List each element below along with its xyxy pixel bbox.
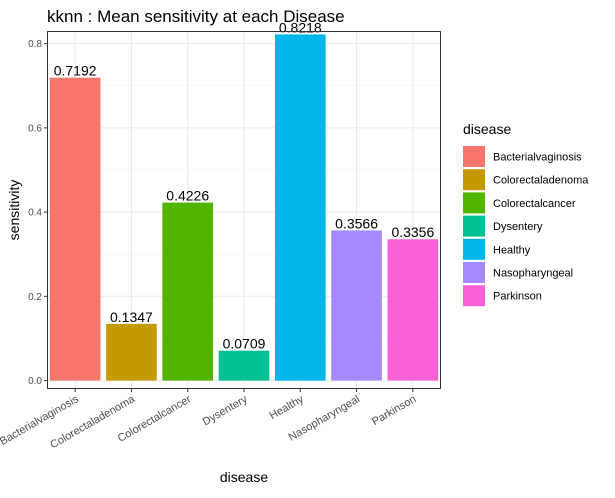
legend-label: Colorectalcancer: [493, 198, 576, 210]
legend-label: Bacterialvaginosis: [493, 152, 582, 164]
legend-swatch: [463, 285, 485, 307]
legend-label: Parkinson: [493, 291, 542, 303]
bar: [106, 323, 157, 381]
legend-label: Colorectaladenoma: [493, 175, 589, 187]
legend-label: Healthy: [493, 244, 531, 256]
legend-label: Nasopharyngeal: [493, 268, 573, 280]
legend-title: disease: [463, 121, 511, 137]
legend-swatch: [463, 169, 485, 191]
bar-value-label: 0.1347: [110, 309, 153, 325]
bar-value-label: 0.4226: [166, 188, 209, 204]
bar: [274, 34, 326, 381]
y-tick-label: 0.8: [28, 39, 42, 50]
bar: [331, 230, 382, 381]
chart-title: kknn : Mean sensitivity at each Disease: [47, 7, 345, 26]
legend-items: Bacterialvaginosis Colorectaladenoma Color…: [463, 146, 589, 307]
legend-swatch: [463, 146, 485, 167]
bar-value-label: 0.7192: [54, 63, 97, 79]
legend: disease Bacterialvaginosis Colorectaladen…: [463, 121, 589, 307]
bar: [218, 350, 270, 381]
legend-swatch: [463, 262, 485, 283]
plot-panel: 0.7192 0.1347 0.4226 0.0709 0.8218 0.3566 0.33…: [47, 19, 441, 389]
bar: [387, 239, 439, 381]
legend-swatch: [463, 192, 485, 214]
bar-value-label: 0.8218: [279, 19, 322, 35]
y-tick-label: 0.4: [28, 208, 42, 219]
plot-panel-border: [47, 31, 441, 389]
bar-value-label: 0.3356: [391, 224, 434, 240]
y-axis-title: sensitivity: [6, 180, 22, 241]
bar-value-label: 0.0709: [223, 336, 266, 352]
legend-swatch: [463, 238, 485, 260]
y-tick-label: 0.6: [28, 123, 42, 134]
bar: [49, 77, 101, 381]
bar: [162, 202, 214, 381]
bar-value-label: 0.3566: [335, 215, 378, 231]
legend-swatch: [463, 215, 485, 237]
y-axis: 0.0 0.2 0.4 0.6 0.8: [28, 39, 47, 387]
y-tick-label: 0.2: [28, 292, 42, 303]
legend-label: Dysentery: [493, 221, 543, 233]
x-axis-title: disease: [220, 469, 268, 485]
bar-labels: 0.7192 0.1347 0.4226 0.0709 0.8218 0.3566 0.33…: [54, 19, 435, 351]
y-tick-label: 0.0: [28, 376, 42, 387]
bars: [49, 34, 439, 381]
